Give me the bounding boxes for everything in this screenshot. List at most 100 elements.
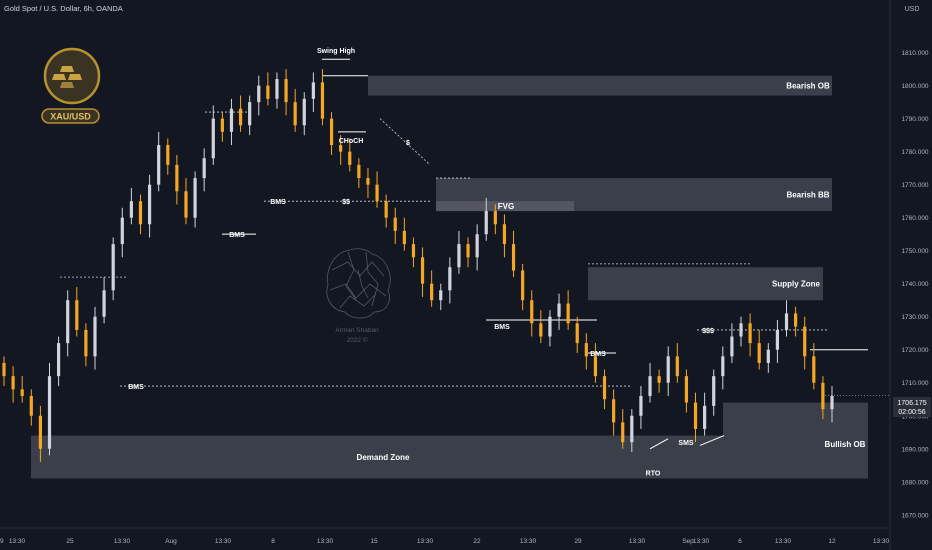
candle-body [493, 211, 497, 225]
candle-body [20, 389, 24, 396]
candle-body [703, 405, 707, 429]
candle-body [475, 234, 479, 258]
zone-bearish-ob [368, 75, 832, 96]
candle-body [539, 323, 543, 337]
candle-body [748, 323, 752, 344]
xauusd-badge: XAU/USD [41, 47, 101, 124]
candle-body [348, 151, 352, 165]
candle-body [248, 102, 252, 126]
candle-body [111, 244, 115, 291]
candle-body [56, 343, 61, 377]
x-tick-label: Sep [682, 538, 694, 545]
candle-body [93, 316, 97, 357]
candle-body [329, 118, 334, 146]
price-tag-value: 1706.175 [897, 400, 926, 407]
level-label: RTO [646, 470, 661, 477]
zone-label: FVG [498, 202, 514, 211]
zone-supply-zone [588, 267, 823, 301]
candle-body [721, 356, 725, 377]
candle-body [794, 313, 798, 327]
x-tick-label: 12 [828, 538, 836, 545]
y-tick-label: 1750.000 [901, 248, 928, 255]
candle-body [448, 267, 452, 291]
candle-body [275, 79, 279, 99]
currency-label: USD [905, 6, 920, 13]
x-tick-label: 13:30 [317, 538, 334, 545]
x-tick-label: 13:30 [215, 538, 232, 545]
y-tick-label: 1710.000 [901, 380, 928, 387]
candle-body [238, 108, 243, 126]
zone-label: Demand Zone [357, 453, 410, 462]
candle-body [648, 376, 652, 396]
candle-body [166, 145, 170, 165]
y-tick-label: 1720.000 [901, 347, 928, 354]
level-label: SMS [678, 440, 694, 447]
x-tick-label: Aug [165, 538, 177, 545]
x-tick-label: 13:30 [873, 538, 890, 545]
time-axis[interactable]: 13:30 25 13:30 Aug 13:30 8 13:30 15 13:30 22 13:30… [0, 538, 890, 545]
x-tick-label: 13:30 [629, 538, 646, 545]
candle-body [566, 303, 570, 324]
candle-body [712, 376, 716, 406]
levels-layer [60, 58, 890, 450]
candle-body [612, 399, 616, 423]
candle-body [757, 343, 761, 363]
candle-body [357, 164, 361, 179]
candle-body [175, 164, 179, 192]
candle-body [266, 85, 270, 99]
y-tick-label: 1690.000 [901, 446, 928, 453]
y-tick-label: 1680.000 [901, 479, 928, 486]
level-line [379, 118, 431, 166]
y-tick-label: 1790.000 [901, 116, 928, 123]
annotation-labels: Bearish OB Bearish BB FVG Supply Zone Demand… [128, 48, 865, 477]
candle-body [38, 415, 42, 449]
price-tag-box [893, 397, 931, 417]
candle-body [320, 82, 325, 119]
candle-body [384, 201, 388, 218]
level-label: $ [406, 140, 410, 147]
candle-body [402, 230, 406, 245]
candle-body [502, 224, 507, 245]
candle-body [129, 201, 133, 218]
candle-body [147, 184, 152, 225]
y-tick-label: 1760.000 [901, 215, 928, 222]
level-label: BMS [128, 384, 144, 391]
candle-body [684, 376, 689, 403]
zone-label: Bullish OB [825, 440, 866, 449]
symbol-title[interactable]: Gold Spot / U.S. Dollar, 6h, OANDA [4, 4, 123, 13]
x-tick-label: 13:30 [114, 538, 131, 545]
level-label: BMS [590, 351, 606, 358]
candle-body [257, 85, 261, 103]
candle-body [575, 323, 579, 344]
level-label: BMS [494, 324, 510, 331]
candle-body [466, 244, 470, 258]
candle-body [739, 323, 743, 337]
y-tick-label: 1740.000 [901, 281, 928, 288]
zone-bullish-ob [723, 402, 868, 436]
zone-label: Supply Zone [772, 280, 821, 289]
candle-body [138, 201, 143, 225]
x-tick-label: 25 [66, 538, 74, 545]
candle-body [730, 336, 734, 357]
candle-body [557, 303, 561, 317]
candle-body [193, 178, 197, 218]
level-label: BMS [270, 199, 286, 206]
level-label: Swing High [317, 48, 355, 55]
price-axis[interactable]: 1670.0001680.0001690.0001700.0001710.000… [901, 50, 928, 519]
candle-body [211, 118, 215, 159]
last-price-tag: 1706.175 02:00:56 [893, 397, 931, 417]
candle-body [84, 329, 88, 357]
y-tick-label: 1770.000 [901, 182, 928, 189]
candle-body [602, 376, 607, 400]
candle-body [411, 244, 416, 258]
level-label: $$ [342, 199, 350, 206]
candle-body [584, 343, 588, 357]
candle-body [2, 362, 6, 377]
level-label: CHoCH [339, 138, 364, 145]
candle-body [220, 118, 224, 132]
candle-body [593, 356, 598, 377]
candle-body [821, 382, 825, 410]
candle-body [366, 178, 370, 185]
x-tick-label: 29 [574, 538, 582, 545]
